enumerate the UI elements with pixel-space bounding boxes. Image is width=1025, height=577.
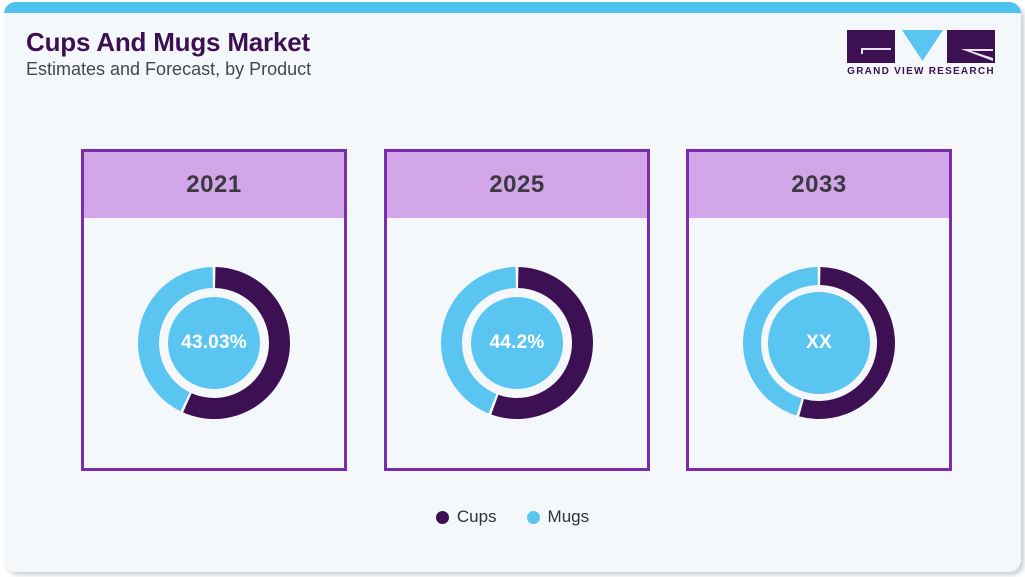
panel-year-label: 2033 [791,171,847,198]
legend-swatch-cups [435,510,449,524]
panel-2033: 2033 XX [686,149,952,471]
donut-chart-2033: XX [736,260,902,426]
donut-chart-2021: 43.03% [131,260,297,426]
donut-arcs-2025 [440,267,593,419]
panel-year-label: 2025 [489,171,545,198]
panel-header-2021: 2021 [84,152,344,218]
legend-item-mugs: Mugs [526,507,590,527]
panel-body-2033: XX [689,218,949,468]
donut-arcs-2021 [138,267,290,419]
panel-body-2025: 44.2% [387,218,647,468]
donut-core [471,297,563,389]
legend-item-cups: Cups [435,507,497,527]
legend-label-cups: Cups [456,507,497,526]
panel-body-2021: 43.03% [84,218,344,468]
panel-header-2025: 2025 [387,152,647,218]
panels-row: 2021 43.03% 2025 [4,149,1021,474]
brand-wordmark: GRAND VIEW RESEARCH [847,66,995,77]
gvr-logo-icon [847,30,995,63]
header: Cups And Mugs Market Estimates and Forec… [4,13,1021,108]
legend-swatch-mugs [526,510,540,524]
donut-core [168,297,260,389]
donut-svg [138,267,290,419]
legend: Cups Mugs [4,507,1021,527]
panel-header-2033: 2033 [689,152,949,218]
donut-slice-cups [799,267,895,419]
legend-label-mugs: Mugs [547,507,590,526]
donut-core [768,292,870,394]
panel-2025: 2025 44.2% [384,149,650,471]
donut-slice-cups [183,267,290,419]
donut-svg [743,267,895,419]
donut-slice-cups [491,267,593,419]
donut-slice-mugs [440,267,516,414]
donut-slice-mugs [138,267,213,412]
donut-svg [440,267,593,419]
panel-year-label: 2021 [186,171,242,198]
page-title: Cups And Mugs Market [26,27,310,57]
donut-slice-mugs [743,267,818,416]
brand-logo: GRAND VIEW RESEARCH [847,30,995,86]
top-accent-strip [4,2,1021,13]
donut-chart-2025: 44.2% [434,260,600,426]
panel-2021: 2021 43.03% [81,149,347,471]
page-subtitle: Estimates and Forecast, by Product [26,59,312,79]
infographic-card: Cups And Mugs Market Estimates and Forec… [4,2,1021,572]
donut-arcs-2033 [743,267,895,419]
